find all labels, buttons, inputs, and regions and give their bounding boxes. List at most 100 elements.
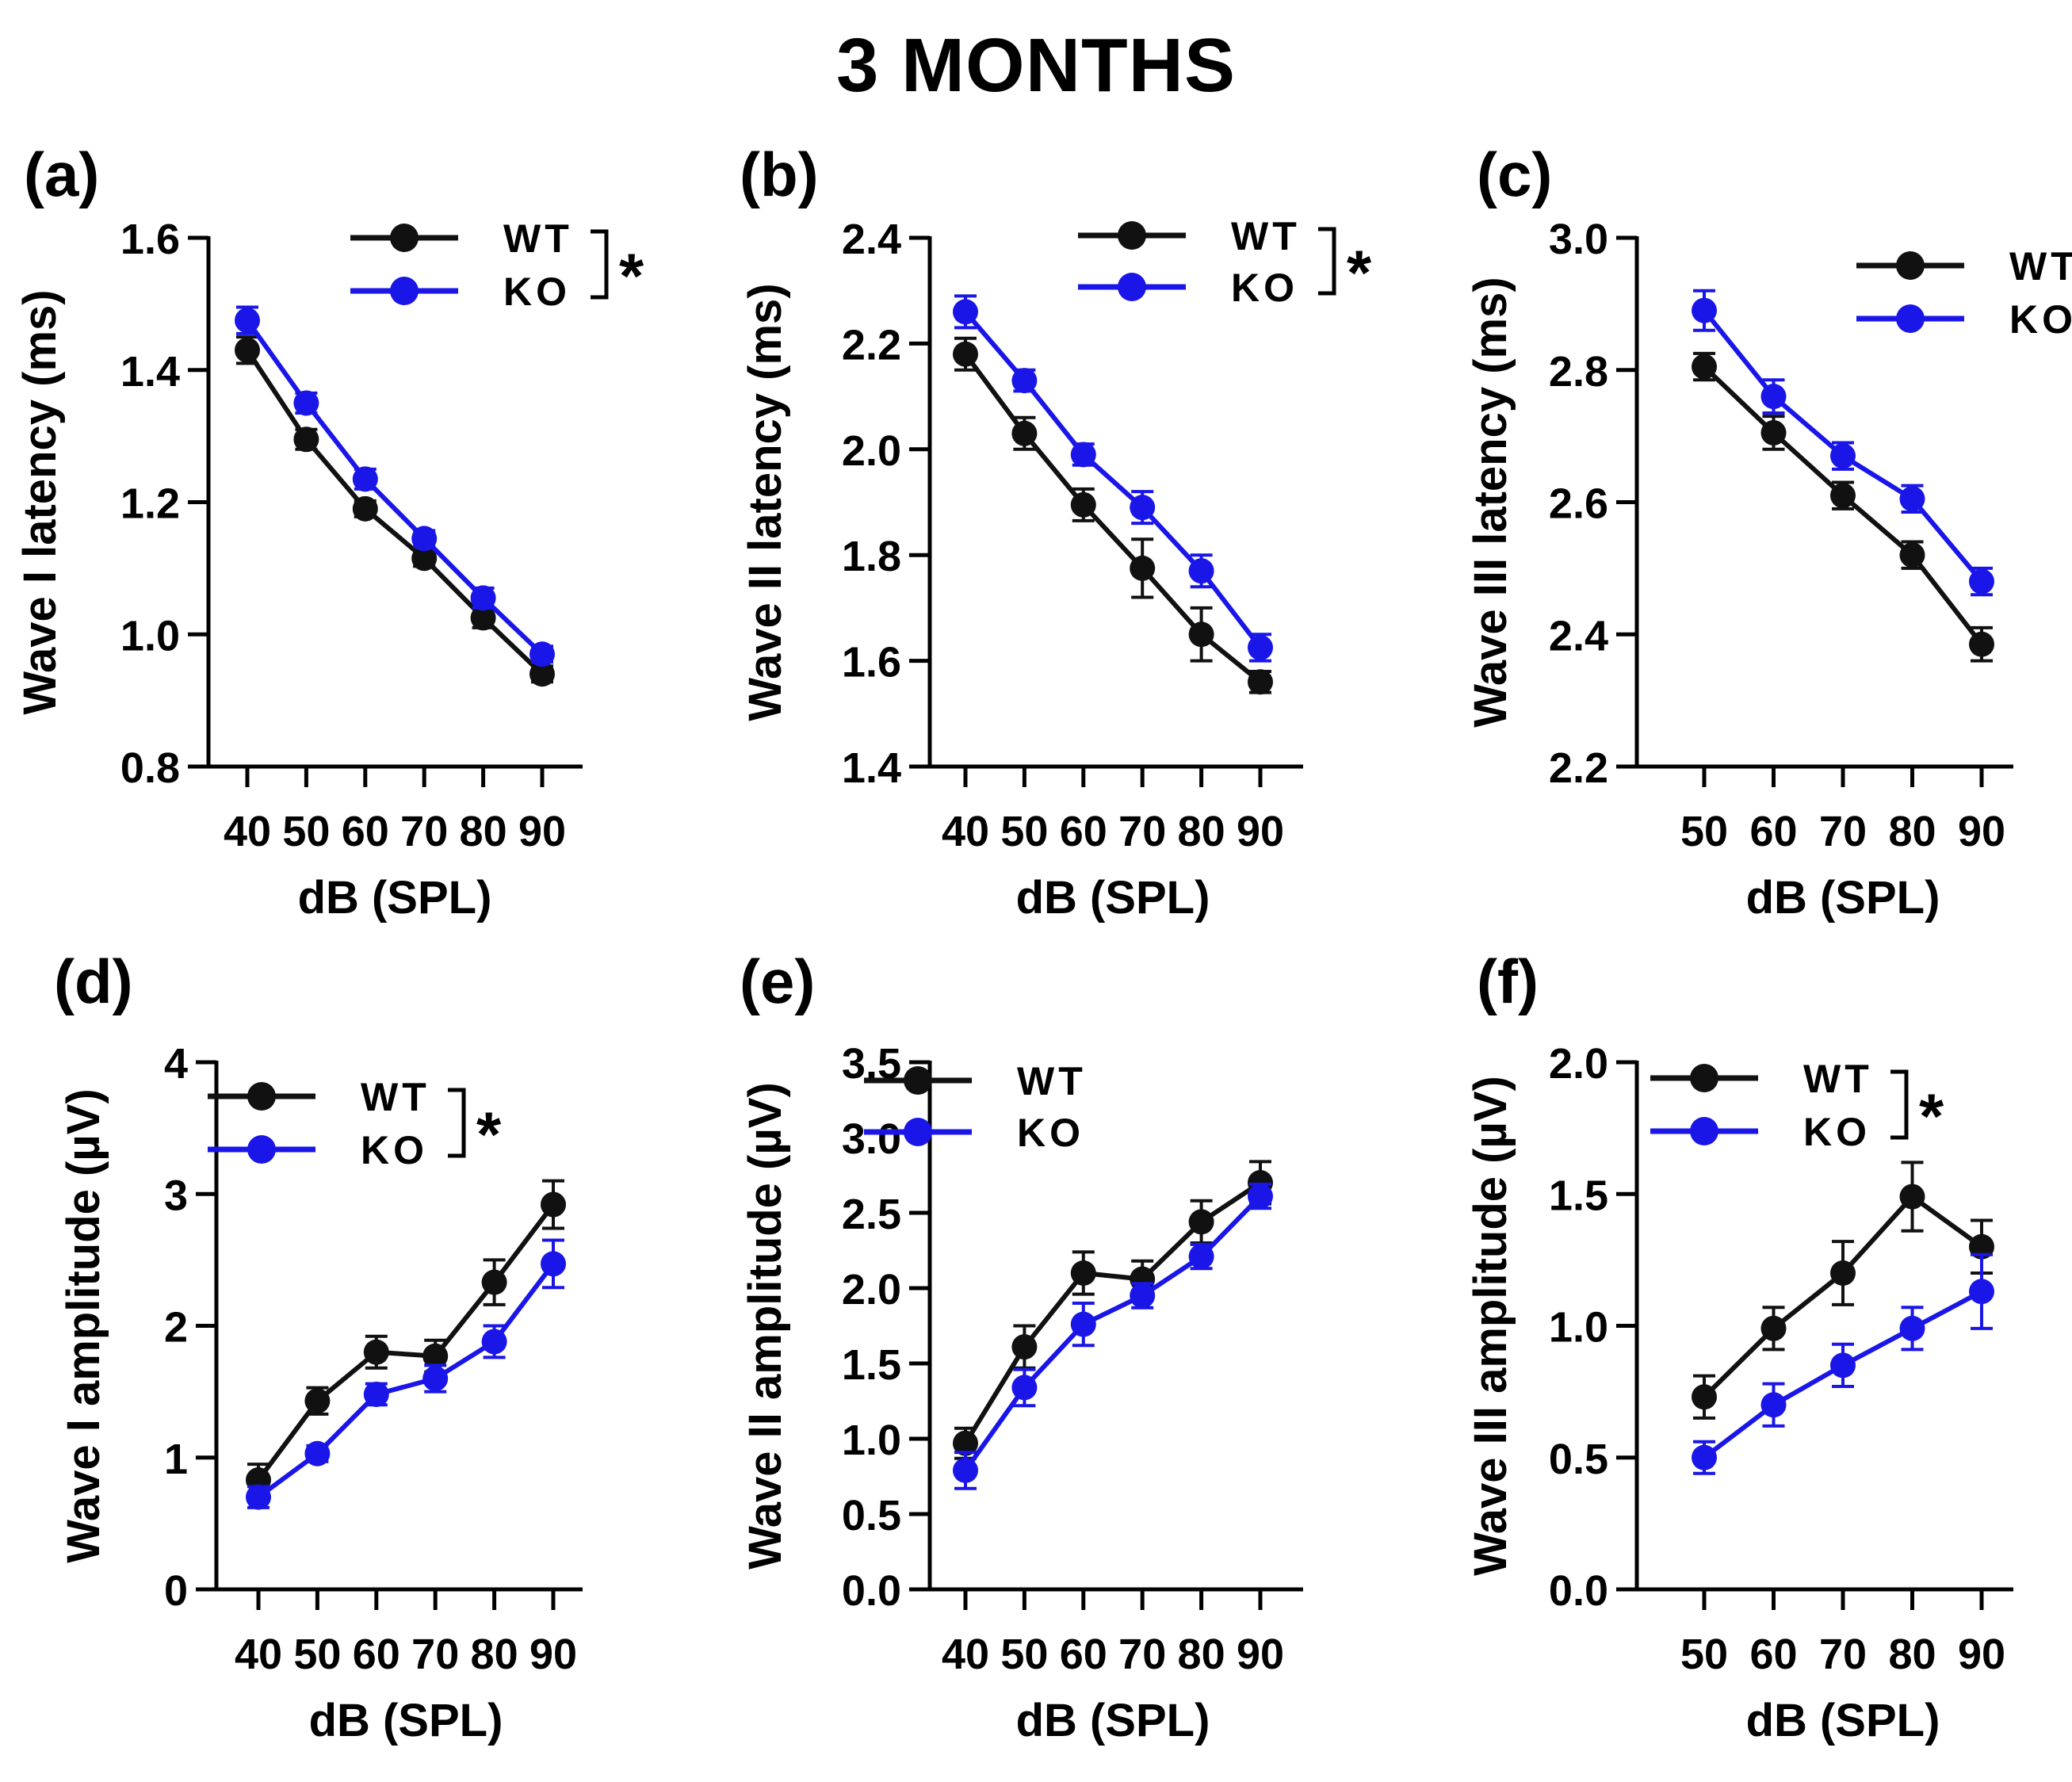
data-point: [1969, 568, 1994, 595]
series-ko: [953, 294, 1273, 663]
data-point: [1070, 491, 1096, 518]
significance-star: *: [619, 241, 644, 312]
data-point: [1692, 1444, 1717, 1470]
x-axis-title: dB (SPL): [1746, 872, 1940, 924]
data-point: [953, 1457, 978, 1483]
data-point: [1830, 443, 1856, 469]
y-tick-label: 2.5: [842, 1191, 901, 1238]
series-wt: [246, 1179, 566, 1497]
data-point: [1070, 1311, 1096, 1337]
panel-c-chart: (c) 2.2 2.4 2.6 2.8 3.0 50 60 70 80 90 dB (SPL) Wave…: [1465, 140, 2072, 924]
data-point: [304, 1440, 331, 1467]
data-point: [422, 1343, 449, 1369]
x-tick-label: 70: [1819, 1631, 1867, 1678]
series-wt: [1692, 351, 1994, 663]
legend-marker: [247, 1135, 276, 1164]
data-point: [529, 641, 555, 667]
legend-label: WT: [503, 216, 573, 261]
legend-label: KO: [1803, 1110, 1871, 1154]
y-tick-label: 0: [164, 1567, 188, 1615]
data-point: [470, 585, 496, 611]
series-ko: [1692, 289, 1994, 597]
legend-marker: [1690, 1117, 1718, 1145]
y-tick-label: 3: [164, 1172, 188, 1219]
panel-label: (a): [24, 140, 99, 209]
y-tick-label: 2.4: [1549, 612, 1608, 660]
data-point: [235, 337, 260, 363]
legend-marker: [1690, 1064, 1718, 1092]
panel-f-chart: (f) 0.0 0.5 1.0 1.5 2.0 50 60 70 80 90 dB (SPL) Wave…: [1465, 946, 2013, 1746]
x-tick-label: 90: [1237, 1631, 1284, 1678]
data-point: [352, 495, 378, 522]
data-point: [470, 605, 496, 631]
y-tick-label: 0.0: [842, 1567, 901, 1615]
series-line: [245, 349, 545, 676]
legend-marker: [1896, 304, 1925, 333]
data-point: [235, 308, 260, 334]
data-point: [1899, 1184, 1925, 1210]
panel-label: (d): [54, 946, 133, 1016]
data-point: [1188, 558, 1214, 584]
x-tick-label: 90: [1958, 808, 2005, 855]
y-tick-label: 1: [164, 1436, 188, 1483]
y-tick-label: 1.4: [120, 348, 180, 396]
y-tick-label: 0.5: [842, 1492, 901, 1539]
legend-marker: [1896, 251, 1925, 280]
series-ko: [953, 1182, 1273, 1490]
legend-label: KO: [2009, 297, 2072, 342]
legend-label: WT: [2009, 244, 2072, 289]
data-point: [541, 1191, 566, 1218]
series-wt: [235, 335, 555, 687]
x-axis-title: dB (SPL): [1016, 1695, 1210, 1746]
y-tick-label: 1.2: [120, 480, 180, 528]
data-point: [1969, 1279, 1994, 1305]
y-axis-title: Wave I latency (ms): [14, 289, 66, 714]
data-point: [352, 466, 378, 492]
x-axis-title: dB (SPL): [309, 1695, 503, 1746]
x-tick-label: 40: [235, 1631, 282, 1678]
data-point: [529, 661, 555, 687]
figure-title: 3 MONTHS: [835, 23, 1237, 108]
series-ko: [235, 305, 555, 667]
panel-label: (f): [1477, 946, 1539, 1016]
legend-label: WT: [1231, 214, 1301, 258]
x-tick-label: 80: [460, 808, 507, 855]
x-tick-label: 80: [471, 1631, 518, 1678]
significance-bracket: [448, 1088, 466, 1158]
y-axis-title: Wave II latency (ms): [740, 283, 791, 721]
legend-marker: [1118, 273, 1146, 301]
y-tick-label: 3.0: [1549, 216, 1608, 263]
series-ko: [246, 1238, 566, 1510]
data-point: [1011, 1334, 1038, 1360]
data-point: [953, 1430, 978, 1456]
panel-label: (e): [740, 946, 815, 1016]
x-tick-label: 80: [1178, 1631, 1225, 1678]
significance-bracket: [1318, 227, 1336, 296]
data-point: [953, 341, 978, 367]
x-tick-label: 60: [342, 808, 389, 855]
y-axis-title: Wave II amplitude (µV): [740, 1082, 791, 1570]
legend-label: KO: [503, 270, 571, 314]
y-tick-label: 2.2: [1549, 744, 1608, 792]
data-point: [1248, 634, 1273, 660]
y-tick-label: 1.0: [842, 1417, 901, 1464]
data-point: [1130, 495, 1156, 521]
data-point: [1188, 1244, 1214, 1270]
x-tick-label: 50: [1680, 1631, 1728, 1678]
data-point: [1969, 631, 1994, 657]
x-tick-label: 40: [224, 808, 271, 855]
significance-star: *: [1347, 238, 1372, 308]
series-line: [257, 1262, 556, 1500]
data-point: [246, 1484, 271, 1510]
data-point: [1011, 1375, 1038, 1401]
data-point: [1760, 1392, 1787, 1418]
x-tick-label: 60: [1060, 808, 1107, 855]
data-point: [1899, 486, 1925, 512]
x-tick-label: 90: [518, 808, 566, 855]
x-tick-label: 60: [1060, 1631, 1107, 1678]
data-point: [411, 545, 438, 572]
data-point: [1248, 669, 1273, 695]
significance-star: *: [476, 1099, 502, 1170]
series-line: [963, 310, 1263, 649]
data-point: [1011, 368, 1038, 394]
